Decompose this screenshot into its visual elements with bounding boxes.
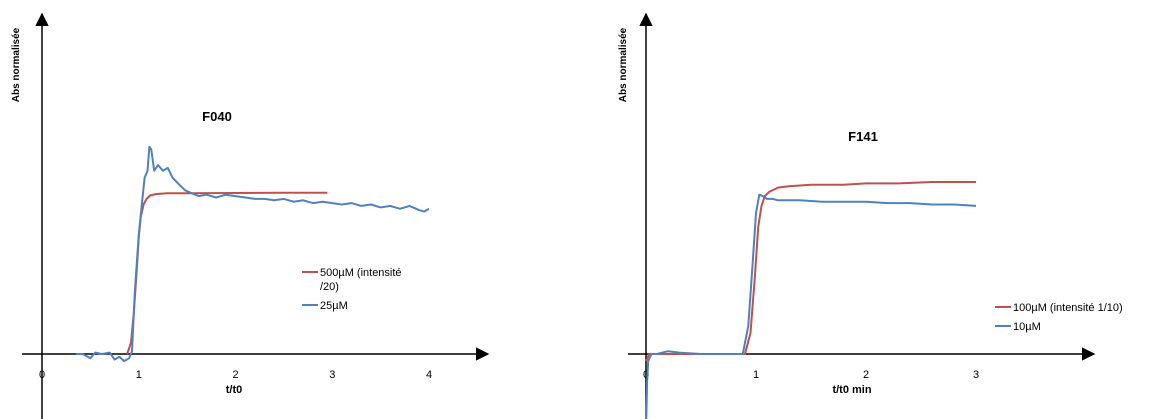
legend: 500µM (intensité/20) 25µM [302, 267, 402, 312]
legend-label: /20) [320, 281, 339, 293]
x-tick-label: 0 [643, 369, 649, 381]
legend: 100µM (intensité 1/10) 10µM [995, 302, 1123, 333]
chart-f141: Abs normalisée F141 t/t0 min 0 1 2 3 100µM … [618, 12, 1123, 419]
x-tick-label: 1 [136, 369, 142, 381]
x-tick-label: 2 [863, 369, 869, 381]
legend-label: 10µM [1013, 321, 1041, 333]
x-tick-label: 4 [426, 369, 432, 381]
x-tick-label: 0 [39, 369, 45, 381]
x-tick-labels: 0 1 2 3 4 [39, 369, 432, 381]
legend-label: 500µM (intensité [320, 267, 402, 279]
series-line [645, 193, 977, 419]
chart-title: F040 [202, 109, 232, 124]
x-axis-label: t/t0 [226, 384, 243, 396]
y-axis-label: Abs normalisée [11, 27, 22, 102]
plot-series [645, 181, 977, 419]
legend-label: 100µM (intensité 1/10) [1013, 302, 1123, 314]
chart-f040: Abs normalisée F040 t/t0 0 1 2 3 4 500µM (in… [11, 12, 490, 419]
chart-title: F141 [848, 129, 878, 144]
plot-series [75, 145, 430, 363]
legend-label: 25µM [320, 300, 348, 312]
x-axis-label: t/t0 min [832, 384, 871, 396]
series-line [126, 191, 328, 355]
x-tick-label: 3 [329, 369, 335, 381]
x-tick-label: 2 [232, 369, 238, 381]
series-line [645, 181, 976, 362]
series-line [75, 145, 430, 363]
x-tick-label: 1 [753, 369, 759, 381]
x-tick-label: 3 [973, 369, 979, 381]
x-tick-labels: 0 1 2 3 [643, 369, 979, 381]
y-axis-label: Abs normalisée [618, 27, 629, 102]
